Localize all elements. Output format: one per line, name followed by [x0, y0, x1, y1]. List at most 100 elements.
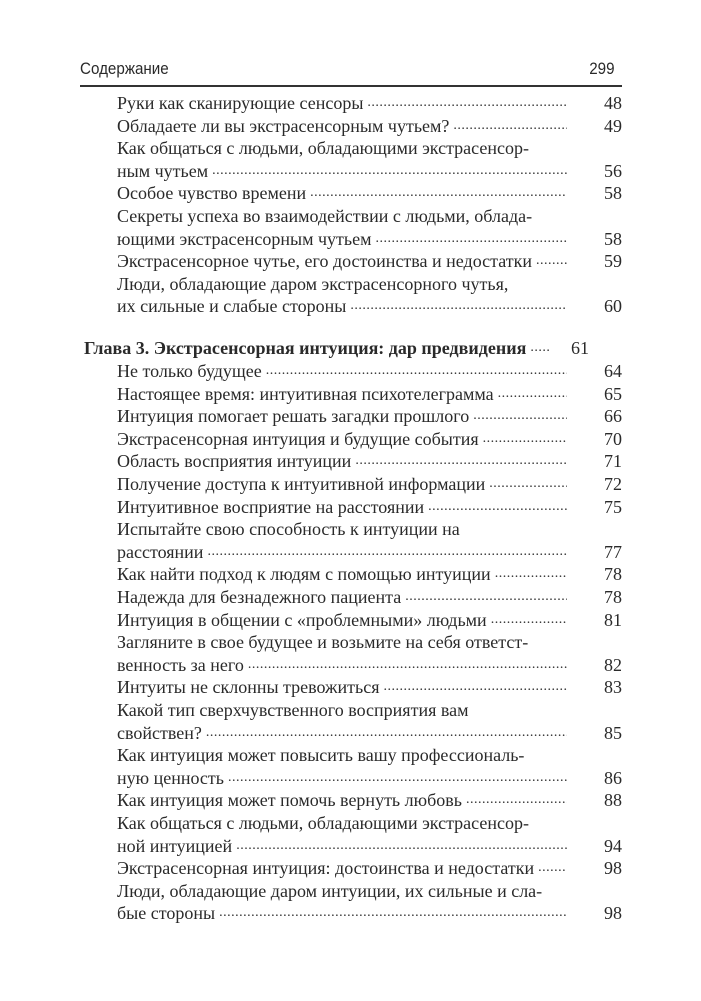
toc-entry-line: Обладаете ли вы экстрасенсорным чутьем? 4… — [117, 115, 622, 138]
toc-entry-line: их сильные и слабые стороны 60 — [117, 295, 622, 318]
toc-page-number: 58 — [604, 183, 622, 204]
toc-page-number: 75 — [604, 496, 622, 517]
toc-entry[interactable]: Люди, обладающие даром экстрасенсорного … — [80, 273, 622, 318]
toc-entry-text: Интуиты не склонны тревожиться — [117, 677, 380, 698]
toc-page-number: 86 — [604, 767, 622, 788]
toc-entry-text: Экстрасенсорная интуиция и будущие событ… — [117, 428, 479, 449]
toc-entry[interactable]: Как общаться с людьми, обладающими экстр… — [80, 812, 622, 857]
toc-entry[interactable]: Область восприятия интуиции 71 — [80, 450, 622, 473]
toc-entry-line: Особое чувство времени 58 — [117, 182, 622, 205]
toc-entry[interactable]: Настоящее время: интуитивная психотелегр… — [80, 383, 622, 406]
toc-entry[interactable]: Как интуиция может повысить вашу професс… — [80, 744, 622, 789]
toc-page-number: 82 — [604, 654, 622, 675]
dot-leader — [228, 767, 567, 790]
toc-entry-line: Интуиция помогает решать загадки прошлог… — [117, 405, 622, 428]
toc-page-number: 94 — [604, 835, 622, 856]
toc-entry-text: Секреты успеха во взаимодействии с людьм… — [117, 205, 533, 226]
dot-leader — [236, 835, 567, 858]
toc-entry[interactable]: Испытайте свою способность к интуиции на… — [80, 518, 622, 563]
dot-leader — [491, 609, 567, 632]
toc-page-number: 64 — [604, 361, 622, 382]
toc-entry-text: Глава 3. Экстрасенсорная интуиция: дар п… — [84, 338, 527, 359]
toc-entry[interactable]: Интуиты не склонны тревожиться 83 — [80, 676, 622, 699]
dot-leader — [428, 496, 567, 519]
toc-entry[interactable]: Интуитивное восприятие на расстоянии 75 — [80, 496, 622, 519]
toc-entry-text: Люди, обладающие даром интуиции, их силь… — [117, 880, 543, 901]
toc-page-number: 59 — [604, 251, 622, 272]
toc-entry[interactable]: Надежда для безнадежного пациента 78 — [80, 586, 622, 609]
toc-entry[interactable]: Секреты успеха во взаимодействии с людьм… — [80, 205, 622, 250]
toc-entry[interactable]: Как интуиция может помочь вернуть любовь… — [80, 789, 622, 812]
toc-entry-line: ной интуицией 94 — [117, 835, 622, 858]
dot-leader — [248, 654, 567, 677]
toc-entry-line: Интуитивное восприятие на расстоянии 75 — [117, 496, 622, 519]
toc-entry-text: венность за него — [117, 654, 244, 675]
toc-entry[interactable]: Получение доступа к интуитивной информац… — [80, 473, 622, 496]
dot-leader — [212, 160, 567, 183]
toc-entry-text: Обладаете ли вы экстрасенсорным чутьем? — [117, 115, 450, 136]
dot-leader — [473, 405, 567, 428]
dot-leader — [266, 360, 567, 383]
toc-entry-text: Область восприятия интуиции — [117, 451, 352, 472]
dot-leader — [206, 722, 567, 745]
toc-entry-text: Как общаться с людьми, обладающими экстр… — [117, 138, 529, 159]
toc-entry-line: ным чутьем 56 — [117, 160, 622, 183]
dot-leader — [495, 563, 567, 586]
toc-entry-text: ную ценность — [117, 767, 224, 788]
toc-entry-text: ющими экстрасенсорным чутьем — [117, 228, 372, 249]
dot-leader — [310, 182, 567, 205]
dot-leader — [466, 789, 567, 812]
toc-entry[interactable]: Интуиция в общении с «проблемными» людьм… — [80, 609, 622, 632]
toc-entry-text: ной интуицией — [117, 835, 233, 856]
dot-leader — [350, 295, 567, 318]
toc-page-number: 98 — [604, 858, 622, 879]
toc-entry[interactable]: Экстрасенсорное чутье, его достоинства и… — [80, 250, 622, 273]
dot-leader — [536, 250, 567, 273]
toc-entry[interactable]: Как общаться с людьми, обладающими экстр… — [80, 137, 622, 182]
toc-entry-text: Экстрасенсорное чутье, его достоинства и… — [117, 251, 533, 272]
dot-leader — [383, 676, 567, 699]
toc-page-number: 78 — [604, 564, 622, 585]
toc-entry-line: Как интуиция может помочь вернуть любовь… — [117, 789, 622, 812]
toc-entry-line: ную ценность 86 — [117, 767, 622, 790]
toc-entry-line: ющими экстрасенсорным чутьем 58 — [117, 228, 622, 251]
toc-entry-text: Как общаться с людьми, обладающими экстр… — [117, 812, 529, 833]
toc-entry-text: Особое чувство времени — [117, 183, 307, 204]
toc-entry[interactable]: Особое чувство времени 58 — [80, 182, 622, 205]
toc-entry-text: Люди, обладающие даром экстрасенсорного … — [117, 273, 509, 294]
running-header: Содержание 299 — [80, 56, 615, 82]
toc-entry-line: Область восприятия интуиции 71 — [117, 450, 622, 473]
toc-entry-line: Интуиция в общении с «проблемными» людьм… — [117, 609, 622, 632]
toc-chapter-heading[interactable]: Глава 3. Экстрасенсорная интуиция: дар п… — [80, 337, 622, 360]
toc-entry[interactable]: Как найти подход к людям с помощью интуи… — [80, 563, 622, 586]
page-number: 299 — [589, 59, 615, 78]
toc-entry-line: Не только будущее 64 — [117, 360, 622, 383]
toc-entry-text: Интуиция помогает решать загадки прошлог… — [117, 406, 470, 427]
dot-leader — [376, 228, 568, 251]
toc-entry-line: Получение доступа к интуитивной информац… — [117, 473, 622, 496]
toc-entry[interactable]: Экстрасенсорная интуиция: достоинства и … — [80, 857, 622, 880]
toc-entry-line: Руки как сканирующие сенсоры 48 — [117, 92, 622, 115]
toc-entry[interactable]: Обладаете ли вы экстрасенсорным чутьем? 4… — [80, 115, 622, 138]
toc-entry-text: расстоянии — [117, 541, 204, 562]
toc-entry-line: Экстрасенсорная интуиция и будущие событ… — [117, 428, 622, 451]
toc-entry[interactable]: Какой тип сверхчувственного восприятия в… — [80, 699, 622, 744]
dot-leader — [367, 92, 567, 115]
toc-entry[interactable]: Интуиция помогает решать загадки прошлог… — [80, 405, 622, 428]
toc-page-number: 88 — [604, 790, 622, 811]
toc-entry-text: Как интуиция может повысить вашу професс… — [117, 745, 525, 766]
toc-entry-text: Загляните в свое будущее и возьмите на с… — [117, 632, 529, 653]
toc-entry[interactable]: Не только будущее 64 — [80, 360, 622, 383]
toc-page-number: 49 — [604, 115, 622, 136]
dot-leader — [498, 383, 567, 406]
toc-entry[interactable]: Экстрасенсорная интуиция и будущие событ… — [80, 428, 622, 451]
toc-entry-text: их сильные и слабые стороны — [117, 296, 347, 317]
toc-entry-text: Как интуиция может помочь вернуть любовь — [117, 790, 462, 811]
toc-entry[interactable]: Руки как сканирующие сенсоры 48 — [80, 92, 622, 115]
toc-entry-line: Настоящее время: интуитивная психотелегр… — [117, 383, 622, 406]
toc-entry-line: свойствен? 85 — [117, 722, 622, 745]
toc-entry-line: бые стороны 98 — [117, 902, 622, 925]
toc-entry[interactable]: Загляните в свое будущее и возьмите на с… — [80, 631, 622, 676]
toc-entry[interactable]: Люди, обладающие даром интуиции, их силь… — [80, 880, 622, 925]
toc-page-number: 65 — [604, 383, 622, 404]
